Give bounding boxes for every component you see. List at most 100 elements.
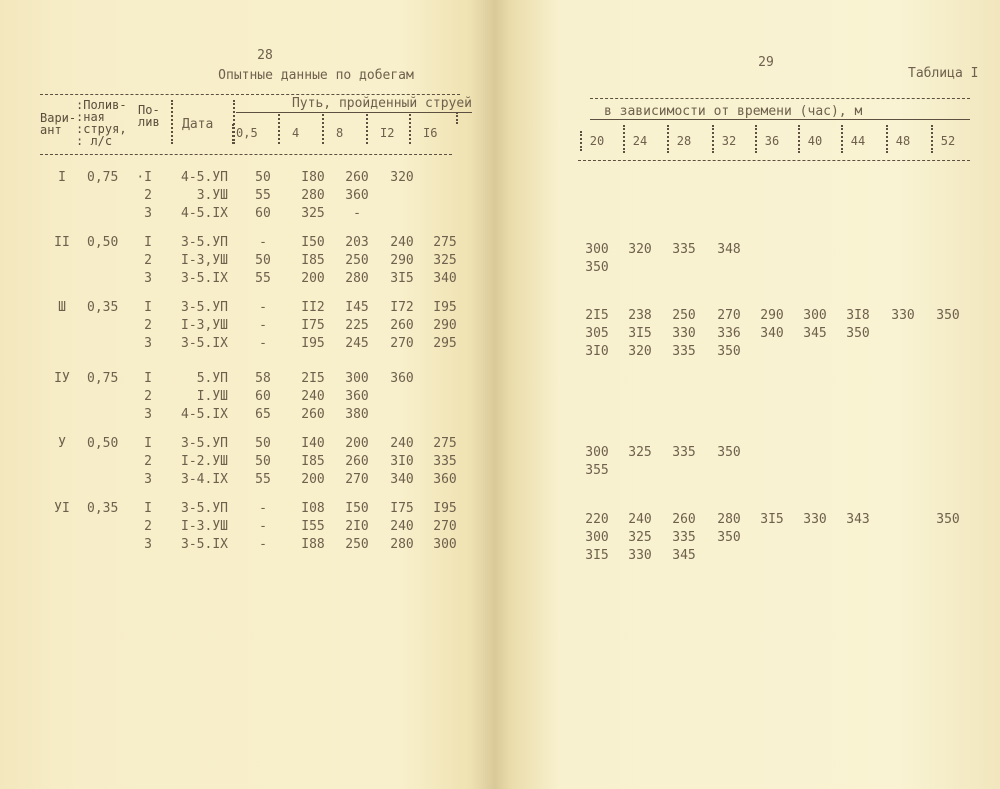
path-value: I72	[390, 300, 414, 315]
path-value: 335	[433, 454, 457, 469]
col-separator	[623, 125, 625, 153]
path-value: 335	[672, 530, 696, 545]
path-value: 340	[390, 472, 414, 487]
path-value: 330	[672, 326, 696, 341]
path-value: 380	[345, 407, 369, 422]
path-value: 250	[672, 308, 696, 323]
path-value: 350	[936, 308, 960, 323]
path-value: 345	[672, 548, 696, 563]
header-date: Дата	[182, 117, 214, 132]
variant-label: I	[58, 170, 66, 185]
header-time: 4	[292, 126, 300, 140]
path-value: I50	[301, 235, 325, 250]
path-value: 270	[433, 519, 457, 534]
path-value: 238	[628, 308, 652, 323]
path-value: 220	[585, 512, 609, 527]
path-value: 300	[803, 308, 827, 323]
path-value: 2I0	[345, 519, 369, 534]
path-value: 350	[585, 260, 609, 275]
flow-rate: 0,50	[87, 235, 119, 250]
col-separator	[233, 100, 235, 144]
path-value: -	[259, 537, 267, 552]
path-value: 50	[255, 436, 271, 451]
path-value: 295	[433, 336, 457, 351]
path-value: 290	[433, 318, 457, 333]
path-value: II2	[301, 300, 325, 315]
path-value: I75	[301, 318, 325, 333]
path-value: I80	[301, 170, 325, 185]
col-separator	[798, 125, 800, 153]
header-path-group: Путь, пройденный струей	[236, 96, 472, 113]
watering-number: 3	[144, 537, 152, 552]
date: 3-5.УП	[181, 436, 228, 451]
path-value: 300	[585, 530, 609, 545]
col-separator	[667, 125, 669, 153]
path-value: 240	[628, 512, 652, 527]
path-value: I08	[301, 501, 325, 516]
flow-rate: 0,75	[87, 170, 119, 185]
path-value: 320	[628, 344, 652, 359]
table-label: Таблица I	[908, 66, 979, 81]
path-value: 245	[345, 336, 369, 351]
path-value: 250	[345, 537, 369, 552]
col-separator	[171, 100, 173, 144]
watering-number: I	[144, 436, 152, 451]
path-value: 270	[717, 308, 741, 323]
path-value: 60	[255, 206, 271, 221]
path-value: 350	[717, 530, 741, 545]
path-value: 325	[628, 530, 652, 545]
header-time: 24	[632, 134, 648, 148]
path-value: 300	[585, 242, 609, 257]
path-value: 305	[585, 326, 609, 341]
path-value: 320	[390, 170, 414, 185]
path-value: I55	[301, 519, 325, 534]
date: 3-4.IX	[181, 472, 228, 487]
date: I.УШ	[196, 389, 228, 404]
path-value: I95	[433, 300, 457, 315]
path-value: 260	[345, 454, 369, 469]
watering-number: 2	[144, 454, 152, 469]
watering-number: 3	[144, 206, 152, 221]
header-time: 44	[850, 134, 866, 148]
path-value: 55	[255, 271, 271, 286]
path-value: 325	[301, 206, 325, 221]
col-separator	[886, 125, 888, 153]
header-time: 48	[895, 134, 911, 148]
path-value: I95	[433, 501, 457, 516]
path-value: 350	[717, 344, 741, 359]
path-value: -	[353, 206, 361, 221]
watering-number: 3	[144, 336, 152, 351]
header-time: I2	[380, 126, 395, 140]
watering-number: 3	[144, 407, 152, 422]
table-title: Опытные данные по добегам	[218, 68, 414, 83]
path-value: 275	[433, 235, 457, 250]
variant-label: У	[58, 436, 66, 451]
flow-rate: 0,75	[87, 371, 119, 386]
header-watering: По-лив	[138, 103, 160, 129]
header-bottom-rule-right	[578, 160, 970, 161]
header-time: I6	[423, 126, 438, 140]
path-value: 3I8	[846, 308, 870, 323]
path-value: 260	[672, 512, 696, 527]
date: 4-5.УП	[181, 170, 228, 185]
path-value: I95	[301, 336, 325, 351]
path-value: 340	[433, 271, 457, 286]
path-value: 320	[628, 242, 652, 257]
path-value: 335	[672, 344, 696, 359]
path-value: 350	[936, 512, 960, 527]
watering-number: I	[144, 371, 152, 386]
path-value: 280	[717, 512, 741, 527]
path-value: 360	[433, 472, 457, 487]
path-value: 55	[255, 472, 271, 487]
path-value: 270	[390, 336, 414, 351]
watering-number: I	[144, 235, 152, 250]
path-value: 200	[345, 436, 369, 451]
header-time: 8	[336, 126, 344, 140]
path-value: 200	[301, 271, 325, 286]
path-value: 300	[345, 371, 369, 386]
path-value: 290	[760, 308, 784, 323]
date: 5.УП	[196, 371, 228, 386]
path-value: 290	[390, 253, 414, 268]
path-value: 200	[301, 472, 325, 487]
header-time: 28	[676, 134, 692, 148]
